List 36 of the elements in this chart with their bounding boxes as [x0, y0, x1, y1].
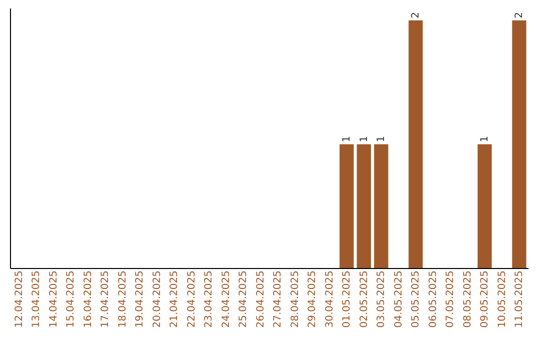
x-tick-label: 06.05.2025: [428, 270, 439, 328]
x-tick-label: 10.05.2025: [496, 270, 508, 328]
data-label: 1: [376, 136, 388, 142]
x-tick-label: 24.04.2025: [220, 270, 232, 328]
x-tick-label: 19.04.2025: [134, 270, 146, 328]
x-tick-label: 11.05.2025: [514, 270, 526, 328]
data-label: 2: [514, 12, 526, 18]
x-tick-label: 05.05.2025: [410, 270, 422, 328]
x-tick-label: 27.04.2025: [272, 270, 284, 328]
x-tick-label: 20.04.2025: [152, 270, 163, 328]
x-tick-label: 26.04.2025: [255, 270, 266, 328]
x-tick-label: 25.04.2025: [238, 270, 250, 328]
x-tick-label: 16.04.2025: [82, 270, 94, 328]
x-tick-label: 02.05.2025: [358, 270, 370, 328]
data-label: 1: [480, 136, 491, 142]
x-tick-label: 04.05.2025: [393, 270, 404, 328]
data-label: 2: [410, 12, 422, 18]
x-tick-label: 15.04.2025: [66, 270, 77, 328]
x-tick-label: 14.04.2025: [48, 270, 60, 328]
x-tick-label: 28.04.2025: [290, 270, 301, 328]
x-tick-label: 07.05.2025: [445, 270, 456, 328]
x-tick-label: 09.05.2025: [480, 270, 491, 328]
x-tick-label: 17.04.2025: [100, 270, 112, 328]
x-tick-label: 23.04.2025: [204, 270, 215, 328]
x-tick-label: 13.04.2025: [31, 270, 42, 328]
data-label: 1: [342, 136, 353, 142]
x-tick-label: 08.05.2025: [462, 270, 474, 328]
x-tick-label: 30.04.2025: [324, 270, 336, 328]
x-tick-label: 12.04.2025: [14, 270, 25, 328]
x-tick-label: 21.04.2025: [169, 270, 180, 328]
x-tick-label: 29.04.2025: [307, 270, 318, 328]
x-tick-label: 03.05.2025: [376, 270, 388, 328]
x-tick-label: 22.04.2025: [186, 270, 198, 328]
x-tick-label: 01.05.2025: [342, 270, 353, 328]
data-label: 1: [358, 136, 370, 142]
x-tick-label: 18.04.2025: [117, 270, 128, 328]
